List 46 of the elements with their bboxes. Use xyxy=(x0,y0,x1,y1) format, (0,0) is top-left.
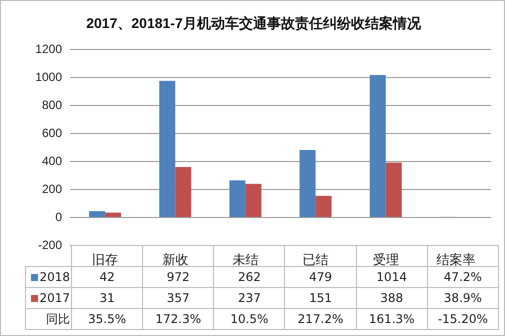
data-label: 237 xyxy=(214,288,285,308)
y-tick-label: 200 xyxy=(42,182,62,196)
y-tick-label: 800 xyxy=(42,98,62,112)
data-label: 38.9% xyxy=(427,288,498,308)
bar xyxy=(300,150,316,217)
y-tick-label: 1200 xyxy=(35,42,62,56)
text: 217.2% xyxy=(284,308,356,330)
y-tick-label: -200 xyxy=(38,238,62,252)
legend-label: 2018 xyxy=(26,266,72,288)
y-tick-label: 600 xyxy=(42,126,62,140)
bar xyxy=(316,196,332,217)
bar xyxy=(159,80,176,217)
y-tick-label: 0 xyxy=(55,210,62,224)
data-label: 972 xyxy=(142,266,214,288)
x-tick-label: 新收 xyxy=(162,252,188,267)
text: 同比 xyxy=(26,308,72,330)
x-tick-label: 已结 xyxy=(302,252,329,267)
chart-title: 2017、20181-7月机动车交通事故责任纠纷收结案情况 xyxy=(86,15,422,31)
x-tick-label: 未结 xyxy=(232,252,258,267)
y-tick-label: 1000 xyxy=(35,70,62,84)
data-label: 31 xyxy=(72,288,143,308)
data-label: 42 xyxy=(72,266,143,288)
text: 35.5% xyxy=(72,308,143,330)
bar xyxy=(386,162,402,217)
text: -15.20% xyxy=(427,308,498,330)
bar xyxy=(89,211,106,217)
x-tick-label: 受理 xyxy=(372,252,399,267)
legend-label: 2017 xyxy=(26,288,72,308)
data-label: 47.2% xyxy=(427,266,498,288)
x-tick-label: 结案率 xyxy=(436,252,476,267)
bar xyxy=(370,75,386,217)
data-label: 357 xyxy=(142,288,214,308)
text: 172.3% xyxy=(142,308,214,330)
data-label: 262 xyxy=(214,266,285,288)
text: 161.3% xyxy=(356,308,428,330)
text: 10.5% xyxy=(214,308,285,330)
bar xyxy=(105,212,122,217)
data-label: 1014 xyxy=(356,266,428,288)
data-label: 479 xyxy=(284,266,356,288)
data-label: 151 xyxy=(284,288,356,308)
bar xyxy=(245,184,262,217)
x-tick-label: 旧存 xyxy=(92,252,118,267)
y-tick-label: 400 xyxy=(42,154,62,168)
data-label: 388 xyxy=(356,288,428,308)
bar xyxy=(229,180,246,217)
bar xyxy=(175,167,192,217)
